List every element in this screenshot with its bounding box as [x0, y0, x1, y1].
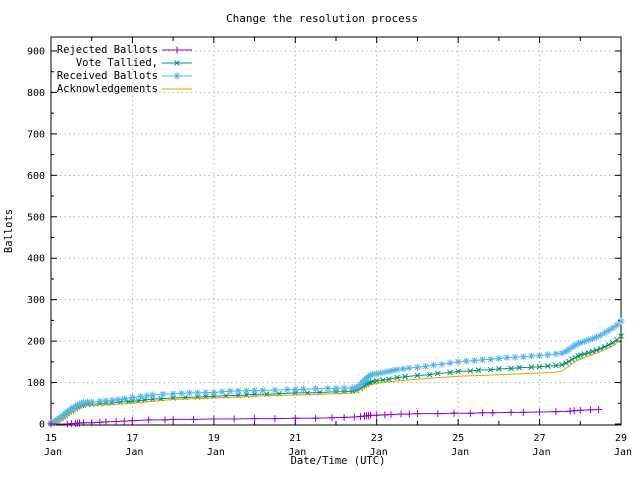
x-tick-label-day: 23 [371, 433, 383, 444]
x-tick-label-day: 25 [452, 433, 464, 444]
legend-sample-marker [174, 60, 180, 66]
x-tick-label-month: Jan [207, 447, 225, 458]
series-markers [47, 405, 603, 428]
y-tick-label: 200 [27, 337, 45, 348]
y-tick-label: 0 [39, 420, 45, 431]
chart-title: Change the resolution process [226, 12, 418, 25]
x-axis-label: Date/Time (UTC) [291, 455, 386, 467]
series-line [50, 320, 622, 424]
legend-label-acknowledgements: Acknowledgements [57, 83, 158, 95]
x-tick-label-day: 15 [45, 433, 57, 444]
y-tick-label: 600 [27, 171, 45, 182]
y-tick-label: 700 [27, 129, 45, 140]
y-axis-label: Ballots [3, 209, 15, 253]
legend-line-samples [162, 46, 192, 90]
x-tick-label-day: 19 [208, 433, 220, 444]
y-tick-label: 300 [27, 295, 45, 306]
y-tick-label: 800 [27, 88, 45, 99]
legend: Rejected Ballots Vote Tallied, Received … [57, 44, 158, 95]
x-tick-label-day: 29 [615, 433, 627, 444]
series-line [50, 335, 622, 425]
series-line [50, 339, 622, 425]
y-tick-label: 900 [27, 47, 45, 58]
data-series [47, 317, 625, 428]
legend-sample-marker [173, 46, 181, 54]
series-markers [47, 317, 625, 427]
x-tick-label-day: 27 [534, 433, 546, 444]
y-tick-label: 400 [27, 254, 45, 265]
y-tick-label: 100 [27, 378, 45, 389]
legend-label-rejected-ballots: Rejected Ballots [57, 44, 158, 56]
y-tick-label: 500 [27, 212, 45, 223]
series-line [51, 409, 599, 425]
x-tick-label-month: Jan [614, 447, 632, 458]
tick-labels: 0 100 200 300 400 500 600 700 800 900 15 Jan 17 Jan 19… [27, 47, 632, 459]
x-tick-label-day: 17 [126, 433, 138, 444]
x-tick-label-day: 21 [289, 433, 301, 444]
x-tick-label-month: Jan [125, 447, 143, 458]
gridlines [51, 37, 622, 425]
x-tick-label-month: Jan [370, 447, 388, 458]
legend-label-received-ballots: Received Ballots [57, 70, 158, 82]
legend-sample-marker [173, 72, 181, 80]
x-tick-label-month: Jan [288, 447, 306, 458]
x-tick-label-month: Jan [451, 447, 469, 458]
legend-label-vote-tallied: Vote Tallied, [76, 57, 158, 69]
x-tick-label-month: Jan [533, 447, 551, 458]
x-tick-label-month: Jan [44, 447, 62, 458]
